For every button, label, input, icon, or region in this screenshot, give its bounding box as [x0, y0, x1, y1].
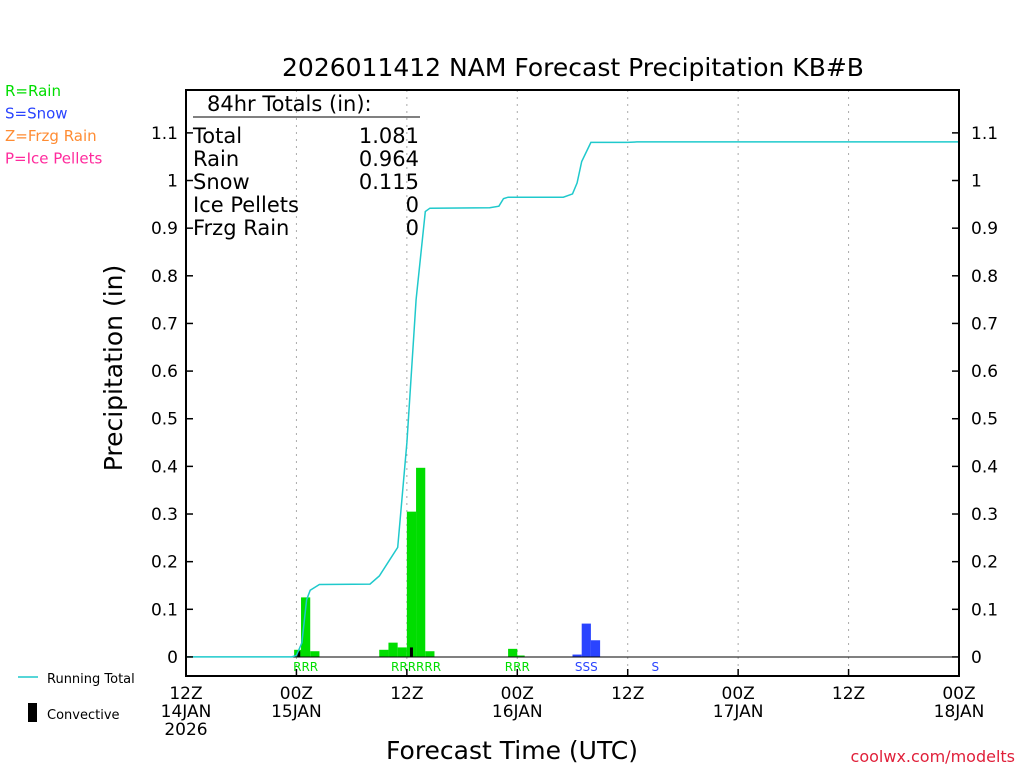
y-tick-label-right: 0	[971, 648, 982, 668]
x-tick-label: 00Z	[501, 684, 534, 704]
x-tick-label: 00Z	[722, 684, 755, 704]
x-tick-label: 17JAN	[713, 702, 764, 722]
running-total-legend-label: Running Total	[47, 672, 135, 687]
y-tick-label-right: 1	[971, 172, 982, 192]
ptype-marker: RRRRRR	[391, 660, 441, 674]
convective-bars	[297, 647, 413, 657]
y-tick-label-left: 0.4	[151, 457, 178, 477]
y-tick-label-left: 0	[167, 648, 178, 668]
precip-bar	[301, 597, 311, 657]
y-tick-label-right: 0.5	[971, 410, 998, 430]
y-tick-label-left: 0.5	[151, 410, 178, 430]
precip-bar	[379, 649, 389, 657]
precip-bar	[310, 651, 320, 657]
y-tick-label-left: 1	[167, 172, 178, 192]
totals-rows: Total 1.081 Rain 0.964 Snow 0.115 Ice Pellets 0…	[192, 124, 419, 240]
totals-label: Rain	[193, 147, 239, 171]
totals-value: 1.081	[359, 124, 419, 148]
x-tick-label: 12Z	[611, 684, 644, 704]
totals-value: 0.115	[359, 170, 419, 194]
y-tick-label-right: 0.8	[971, 267, 998, 287]
convective-legend-swatch	[28, 703, 37, 722]
precip-bar	[406, 511, 417, 657]
x-tick-label: 12Z	[169, 684, 202, 704]
y-tick-label-left: 1.1	[151, 124, 178, 144]
y-tick-label-left: 0.1	[151, 600, 178, 620]
ptype-marker: RRR	[505, 660, 530, 674]
ptype-marker: SSS	[575, 660, 598, 674]
precip-bar	[590, 640, 601, 657]
totals-label: Frzg Rain	[193, 216, 289, 240]
ptype-marker: RRR	[293, 660, 318, 674]
ptype-legend-P: P=Ice Pellets	[5, 150, 102, 168]
ptype-legend-Z: Z=Frzg Rain	[5, 127, 97, 145]
ptype-markers: RRR RRRRRR RRR SSS S	[293, 660, 659, 674]
y-tick-label-left: 0.9	[151, 219, 178, 239]
chart-title: 2026011412 NAM Forecast Precipitation KB…	[282, 53, 864, 82]
y-tick-label-right: 1.1	[971, 124, 998, 144]
x-axis-label: Forecast Time (UTC)	[386, 736, 638, 765]
y-axis-label: Precipitation (in)	[99, 265, 128, 472]
precip-bar	[515, 655, 525, 657]
precip-bar	[388, 642, 398, 657]
convective-legend-label: Convective	[47, 708, 120, 723]
y-tick-label-left: 0.3	[151, 505, 178, 525]
precip-bars	[294, 467, 601, 657]
totals-label: Ice Pellets	[193, 193, 299, 217]
plot-frame	[185, 89, 960, 677]
x-tick-label: 12Z	[390, 684, 423, 704]
convective-bar	[297, 651, 301, 657]
y-tick-label-right: 0.3	[971, 505, 998, 525]
totals-value: 0.964	[359, 147, 419, 171]
y-axis-ticks: 0 00.1 0.10.2 0.20.3 0.30.4 0.40.5 0.50.6 0.60.…	[151, 124, 998, 668]
totals-header: 84hr Totals (in):	[207, 92, 372, 116]
x-tick-label: 2026	[164, 720, 207, 740]
x-tick-label: 00Z	[280, 684, 313, 704]
precip-type-legend: R=Rain S=Snow Z=Frzg Rain P=Ice Pellets	[5, 82, 102, 168]
totals-box: 84hr Totals (in): Total 1.081 Rain 0.964 Sno…	[192, 92, 420, 240]
precip-bar	[425, 651, 435, 657]
y-tick-label-left: 0.7	[151, 314, 178, 334]
precip-bar	[397, 647, 407, 657]
totals-value: 0	[406, 216, 419, 240]
y-tick-label-right: 0.4	[971, 457, 998, 477]
x-tick-label: 18JAN	[934, 702, 985, 722]
bottom-legend: Running Total Convective	[18, 672, 135, 723]
y-tick-label-left: 0.6	[151, 362, 178, 382]
y-tick-label-right: 0.9	[971, 219, 998, 239]
ptype-legend-S: S=Snow	[5, 105, 68, 123]
totals-label: Total	[192, 124, 242, 148]
x-tick-label: 16JAN	[492, 702, 543, 722]
totals-label: Snow	[193, 170, 250, 194]
x-tick-label: 00Z	[942, 684, 975, 704]
precip-bar	[416, 467, 426, 657]
x-tick-label: 15JAN	[271, 702, 322, 722]
y-tick-label-right: 0.1	[971, 600, 998, 620]
precip-bar	[508, 648, 518, 657]
running-total-line	[186, 141, 959, 658]
y-tick-label-right: 0.7	[971, 314, 998, 334]
y-tick-label-left: 0.2	[151, 553, 178, 573]
credit-text: coolwx.com/modelts	[851, 747, 1015, 766]
y-tick-label-right: 0.2	[971, 553, 998, 573]
ptype-marker: S	[652, 660, 660, 674]
convective-bar	[409, 647, 413, 657]
totals-value: 0	[406, 193, 419, 217]
ptype-legend-R: R=Rain	[5, 82, 61, 100]
x-tick-label: 14JAN	[161, 702, 212, 722]
precip-bar	[581, 623, 591, 657]
precip-bar	[572, 654, 582, 657]
x-tick-label: 12Z	[832, 684, 865, 704]
y-tick-label-right: 0.6	[971, 362, 998, 382]
y-tick-label-left: 0.8	[151, 267, 178, 287]
